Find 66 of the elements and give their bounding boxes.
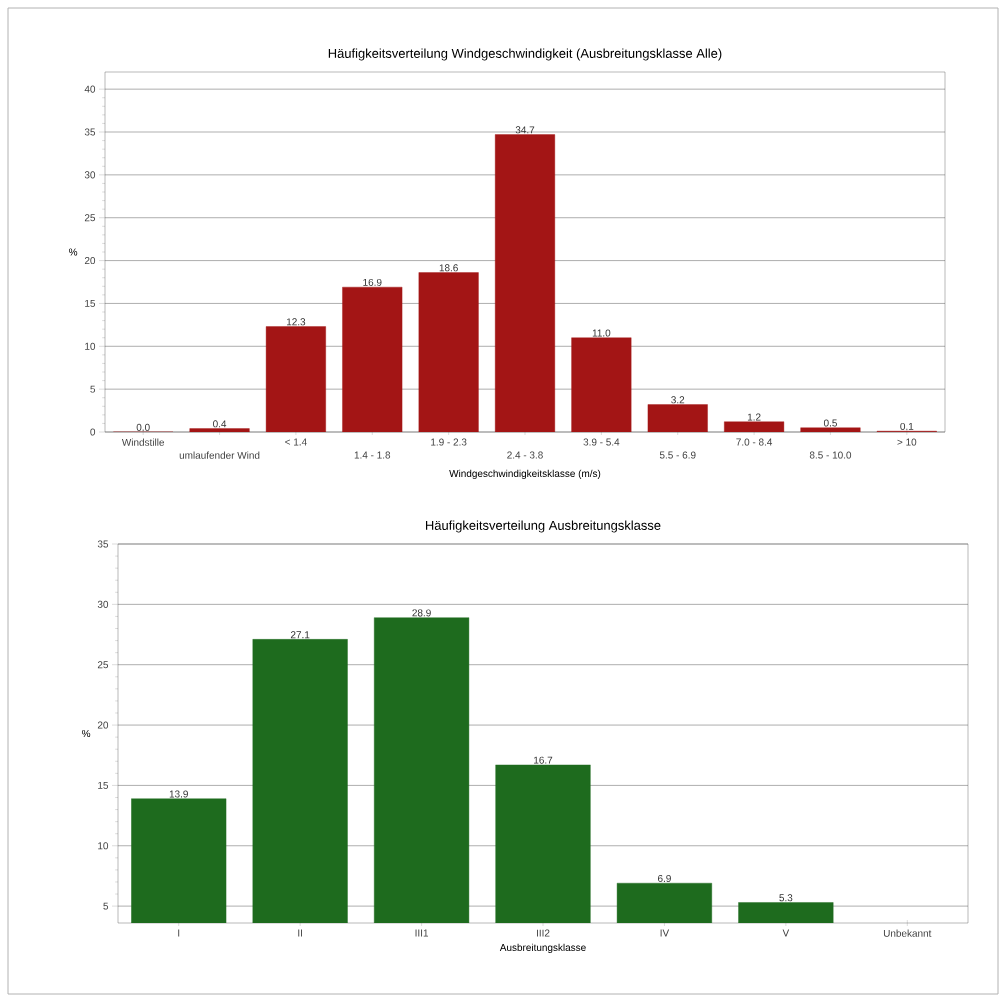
x-tick-label: 1.9 - 2.3 — [431, 438, 467, 446]
y-tick-label: 35 — [84, 128, 96, 136]
y-tick-label: 5 — [90, 385, 96, 393]
data-label: 12.3 — [286, 318, 306, 326]
bar — [724, 421, 785, 433]
y-tick-label: 30 — [97, 600, 109, 608]
y-tick-label: 25 — [97, 661, 109, 669]
data-label: 0.5 — [823, 419, 837, 427]
y-tick-label: 15 — [85, 299, 96, 307]
x-tick-label: III2 — [537, 929, 550, 937]
x-axis-title: Windgeschwindigkeitsklasse (m/s) — [449, 469, 601, 479]
data-label: 28.9 — [412, 609, 431, 617]
data-label: 16.9 — [363, 278, 382, 286]
x-tick-label: V — [782, 929, 790, 937]
data-label: 6.9 — [658, 874, 671, 882]
y-tick-label: 20 — [84, 257, 96, 265]
data-label: 34.7 — [515, 126, 535, 134]
data-label: 0.4 — [213, 420, 227, 428]
x-tick-label: 8.5 - 10.0 — [809, 451, 852, 459]
chart-title: Häufigkeitsverteilung Ausbreitungsklasse — [426, 520, 661, 533]
data-label: 5.3 — [779, 894, 793, 902]
data-label: 0.0 — [136, 423, 150, 431]
x-tick-label: 5.5 - 6.9 — [659, 451, 696, 459]
data-label: 11.0 — [592, 329, 611, 337]
x-tick-label: 1.4 - 1.8 — [354, 451, 391, 459]
x-tick-label: > 10 — [897, 438, 917, 446]
y-tick-label: 35 — [97, 540, 109, 548]
y-tick-label: 0 — [90, 428, 96, 436]
bar — [418, 272, 479, 433]
x-tick-label: 2.4 - 3.8 — [507, 451, 543, 459]
y-axis-title: % — [69, 248, 78, 256]
bar — [189, 428, 250, 433]
x-tick-label: Windstille — [121, 438, 165, 446]
y-tick-label: 40 — [84, 85, 96, 93]
bar — [342, 286, 403, 433]
y-tick-label: 10 — [98, 842, 109, 850]
y-tick-label: 5 — [103, 902, 109, 910]
data-label: 27.1 — [290, 631, 310, 639]
data-label: 3.2 — [671, 396, 685, 404]
bar — [571, 337, 632, 433]
y-axis-title: % — [82, 730, 91, 737]
y-tick-label: 30 — [84, 171, 96, 179]
x-tick-label: I — [178, 929, 180, 937]
x-tick-label: < 1.4 — [285, 438, 307, 446]
data-label: 13.9 — [169, 790, 188, 798]
data-label: 0.1 — [900, 422, 914, 430]
bar — [265, 326, 326, 433]
x-tick-label: umlaufender Wind — [179, 451, 260, 459]
y-tick-label: 15 — [98, 781, 109, 789]
y-tick-label: 20 — [97, 721, 109, 729]
data-label: 16.7 — [534, 756, 553, 764]
x-tick-label: IV — [660, 929, 670, 937]
data-label: 1.2 — [747, 413, 761, 421]
data-label: 18.6 — [439, 264, 458, 272]
x-tick-label: II — [298, 929, 302, 937]
bar — [647, 404, 708, 433]
x-tick-label: III1 — [415, 929, 429, 937]
bar — [495, 134, 555, 433]
bar — [800, 427, 861, 433]
y-tick-label: 25 — [84, 214, 96, 222]
y-tick-label: 10 — [85, 342, 96, 350]
chart-title: Häufigkeitsverteilung Windgeschwindigkeit (Ausbreitungsklasse Alle) — [328, 48, 722, 61]
x-tick-label: 7.0 - 8.4 — [736, 438, 773, 446]
x-tick-label: Unbekannt — [883, 929, 932, 937]
x-tick-label: 3.9 - 5.4 — [583, 438, 620, 446]
x-axis-title: Ausbreitungsklasse — [499, 943, 586, 953]
